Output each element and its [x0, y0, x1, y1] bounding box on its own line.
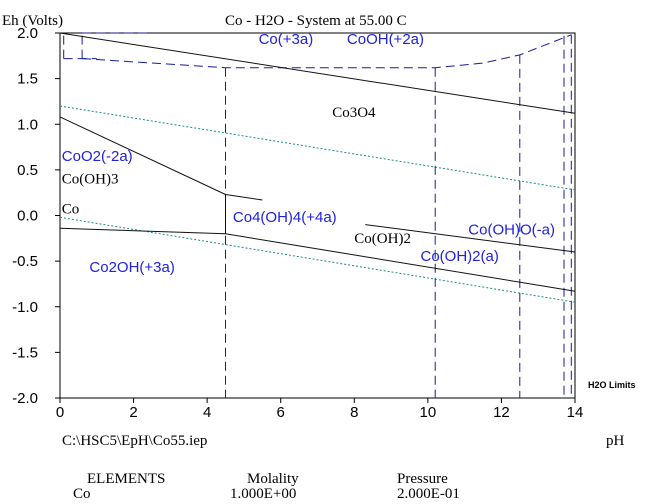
x-tick-label-1: 2: [129, 404, 137, 421]
x-tick-label-0: 0: [56, 404, 64, 421]
region-label-3: CoO2(-2a): [62, 148, 133, 165]
solid-boundary-3: [59, 227, 226, 235]
region-label-7: Co(OH)2: [354, 231, 411, 247]
axis-ticks: 0 2 4 6 8 10 12 14 2.0 1.5 1.0 0.5 0.0 -0.5 -1.0 -1.5 -2…: [12, 25, 583, 421]
pressure-value: 2.000E-01: [397, 486, 460, 502]
x-tick-label-2: 4: [203, 404, 211, 421]
y-tick-label-2: 1.0: [17, 116, 38, 133]
solid-boundary-5: [365, 224, 576, 253]
file-path: C:\HSC5\EpH\Co55.iep: [62, 433, 208, 449]
solid-boundary-2: [225, 194, 263, 201]
y-tick-label-1: 1.5: [17, 71, 38, 88]
x-tick-label-3: 6: [277, 404, 285, 421]
aqueous-boundary-4: [82, 34, 572, 69]
region-label-1: CoOH(+2a): [347, 31, 424, 48]
y-tick-label-4: 0.0: [17, 208, 38, 225]
water-limits-label: H2O Limits: [588, 380, 636, 390]
region-label-2: Co3O4: [332, 105, 376, 121]
element-value: Co: [73, 486, 91, 502]
region-label-6: Co4(OH)4(+4a): [233, 209, 337, 226]
solid-boundary-4: [225, 233, 576, 292]
water-limit-line-0: [59, 105, 576, 191]
x-axis-label: pH: [606, 433, 625, 449]
water-limit-line-1: [59, 216, 576, 303]
y-axis-label: Eh (Volts): [2, 13, 63, 29]
region-label-5: Co: [62, 202, 80, 218]
y-tick-label-0: 2.0: [17, 25, 38, 42]
chart-title: Co - H2O - System at 55.00 C: [225, 13, 407, 29]
region-label-0: Co(+3a): [259, 31, 314, 48]
molality-header: Molality: [247, 471, 299, 487]
region-label-8: Co(OH)O(-a): [468, 222, 555, 239]
region-label-9: Co(OH)2(a): [421, 248, 499, 265]
solid-boundary-1: [59, 116, 226, 195]
solid-boundary-0: [59, 32, 576, 114]
elements-header: ELEMENTS: [87, 471, 166, 487]
y-tick-label-6: -1.0: [12, 299, 38, 316]
x-tick-label-7: 14: [567, 404, 584, 421]
y-tick-label-5: -0.5: [12, 253, 38, 270]
y-tick-label-3: 0.5: [17, 162, 38, 179]
x-tick-label-4: 8: [350, 404, 358, 421]
region-label-10: Co2OH(+3a): [89, 259, 174, 276]
y-tick-label-8: -2.0: [12, 390, 38, 407]
region-label-4: Co(OH)3: [62, 172, 119, 188]
pressure-header: Pressure: [397, 471, 448, 487]
x-tick-label-6: 12: [493, 404, 510, 421]
x-tick-label-5: 10: [420, 404, 437, 421]
plot-area: Co(+3a) CoOH(+2a) Co3O4 CoO2(-2a) Co(OH)3 Co C…: [59, 31, 576, 399]
molality-value: 1.000E+00: [230, 486, 297, 502]
y-tick-label-7: -1.5: [12, 344, 38, 361]
